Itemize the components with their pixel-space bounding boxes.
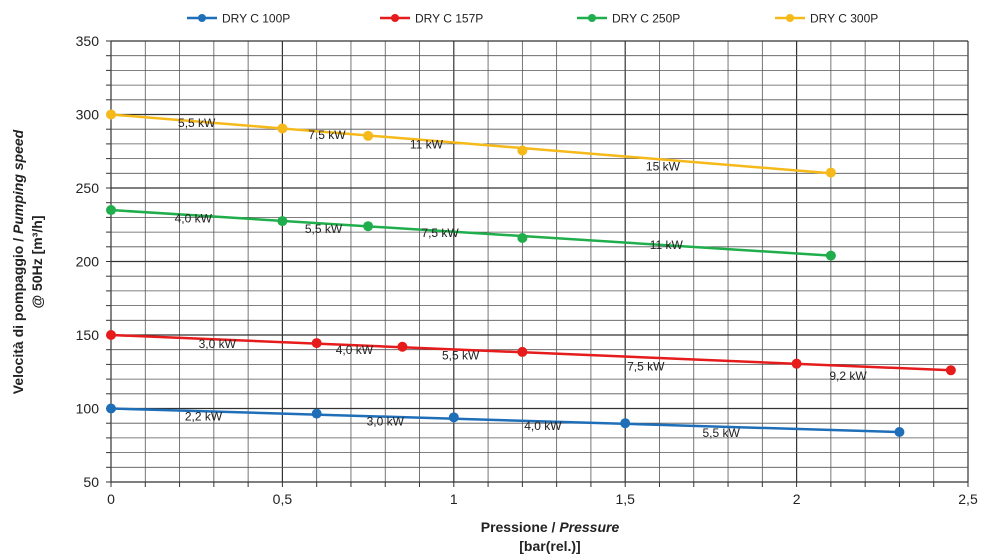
y-axis-ticks: 50 100 150 200 250 300 350 — [76, 33, 100, 490]
data-point — [517, 346, 528, 357]
data-point — [825, 167, 836, 178]
legend-label: DRY C 250P — [612, 12, 680, 26]
data-point — [277, 123, 288, 134]
y-axis-unit: @ 50Hz [m³/h] — [29, 216, 45, 309]
x-axis-title-english: Pressure — [559, 519, 619, 535]
chart-legend: DRY C 100P DRY C 157P DRY C 250P DRY C 300P — [187, 12, 878, 26]
power-label: 15 kW — [646, 159, 681, 173]
y-tick-label: 150 — [76, 327, 100, 343]
data-point — [106, 205, 116, 216]
power-label: 2,2 kW — [185, 409, 223, 423]
x-tick-label: 2 — [793, 491, 801, 507]
series-line — [110, 113, 831, 175]
power-label: 5,5 kW — [178, 116, 216, 130]
y-tick-label: 300 — [76, 107, 100, 123]
y-tick-label: 200 — [76, 254, 100, 270]
legend-label: DRY C 300P — [810, 12, 878, 26]
data-point — [945, 365, 956, 376]
power-label: 4,0 kW — [524, 419, 562, 433]
x-tick-label: 0,5 — [273, 491, 293, 507]
data-point — [311, 338, 322, 349]
y-axis-title-main: Velocità di pompaggio / — [10, 234, 26, 394]
legend-item: DRY C 250P — [577, 12, 680, 26]
x-tick-label: 0 — [107, 491, 115, 507]
power-label: 11 kW — [410, 137, 444, 151]
y-tick-label: 350 — [76, 33, 100, 49]
series-line — [110, 407, 900, 434]
legend-swatch-marker — [588, 14, 596, 22]
data-point — [825, 250, 836, 261]
legend-swatch-marker — [198, 14, 206, 22]
power-label: 3,0 kW — [367, 414, 405, 428]
y-axis-title-english: Pumping speed — [10, 129, 26, 234]
series-line — [110, 208, 831, 257]
power-label: 9,2 kW — [829, 369, 867, 383]
legend-label: DRY C 157P — [415, 12, 483, 26]
data-point — [106, 403, 116, 414]
power-label: 7,5 kW — [627, 359, 665, 373]
y-tick-label: 100 — [76, 401, 100, 417]
x-axis-title: Pressione / Pressure — [481, 519, 620, 535]
data-point — [277, 216, 288, 227]
power-label: 4,0 kW — [336, 343, 374, 357]
data-point — [791, 358, 802, 369]
y-axis-title-group: Velocità di pompaggio / Pumping speed @ … — [10, 129, 45, 394]
data-point — [517, 145, 528, 156]
power-label: 3,0 kW — [199, 337, 237, 351]
series-dry-c-157p: 3,0 kW 4,0 kW 5,5 kW 7,5 kW 9,2 kW — [106, 330, 956, 383]
data-point — [363, 221, 374, 232]
y-tick-label: 50 — [83, 474, 99, 490]
legend-label: DRY C 100P — [222, 12, 290, 26]
data-point — [517, 232, 528, 243]
chart-series: 2,2 kW 3,0 kW 4,0 kW 5,5 kW 3,0 kW 4,0 kW 5,5 … — [106, 109, 956, 440]
x-tick-label: 1,5 — [615, 491, 635, 507]
x-tick-label: 2,5 — [958, 491, 978, 507]
legend-swatch-marker — [786, 14, 794, 22]
y-axis-title: Velocità di pompaggio / Pumping speed — [10, 129, 26, 394]
power-label: 7,5 kW — [308, 128, 346, 142]
power-label: 4,0 kW — [175, 212, 213, 226]
series-dry-c-300p: 5,5 kW 7,5 kW 11 kW 15 kW — [106, 109, 836, 178]
data-point — [363, 130, 374, 141]
data-point — [106, 330, 116, 340]
legend-item: DRY C 157P — [380, 12, 483, 26]
series-line — [110, 333, 951, 372]
x-axis-title-main: Pressione / — [481, 519, 560, 535]
power-label: 7,5 kW — [421, 226, 459, 240]
legend-item: DRY C 100P — [187, 12, 290, 26]
power-label: 5,5 kW — [703, 426, 741, 440]
series-dry-c-250p: 4,0 kW 5,5 kW 7,5 kW 11 kW — [106, 205, 836, 261]
power-label: 5,5 kW — [305, 222, 343, 236]
data-point — [894, 427, 905, 438]
x-axis-ticks: 0 0,5 1 1,5 2 2,5 — [107, 491, 978, 507]
data-point — [448, 412, 459, 423]
y-tick-label: 250 — [76, 180, 100, 196]
data-point — [620, 418, 631, 429]
legend-swatch-marker — [391, 14, 399, 22]
data-point — [397, 341, 408, 352]
data-point — [311, 408, 322, 419]
power-label: 5,5 kW — [442, 348, 480, 362]
power-label: 11 kW — [650, 238, 684, 252]
legend-item: DRY C 300P — [775, 12, 878, 26]
x-tick-label: 1 — [450, 491, 458, 507]
data-point — [106, 109, 116, 120]
x-axis-unit: [bar(rel.)] — [519, 538, 580, 554]
series-dry-c-100p: 2,2 kW 3,0 kW 4,0 kW 5,5 kW — [106, 403, 905, 440]
